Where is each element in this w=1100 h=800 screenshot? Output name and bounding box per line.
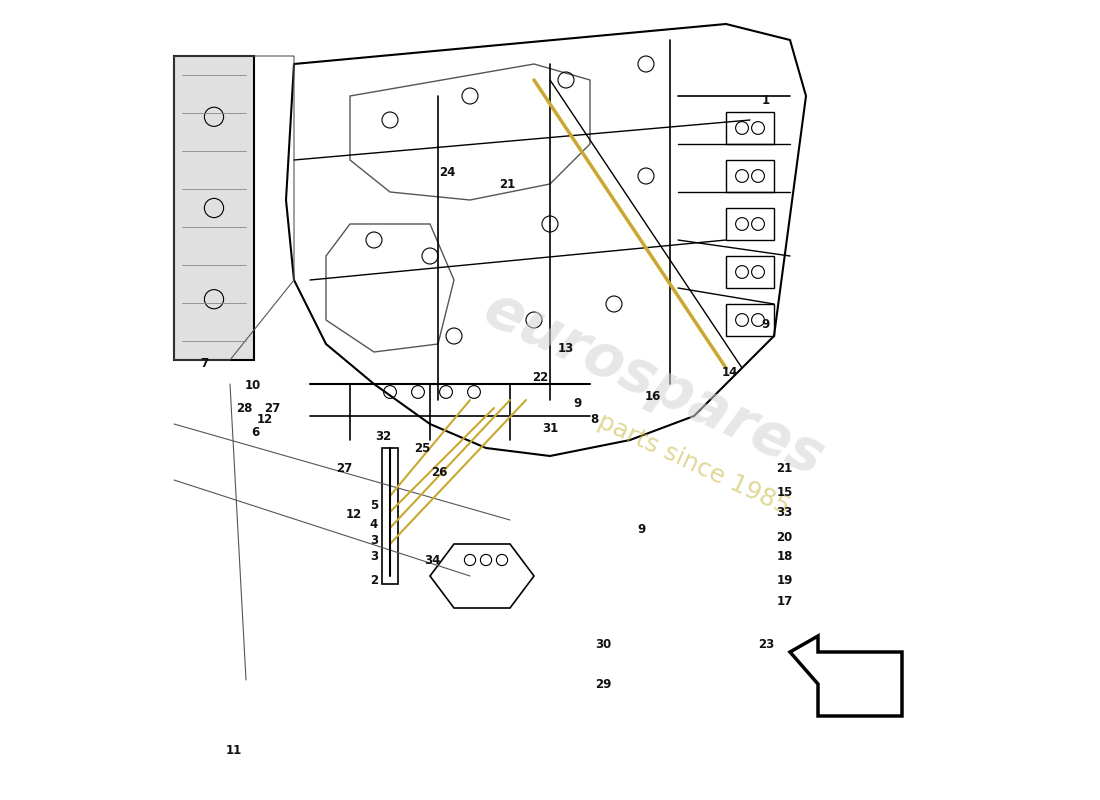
Polygon shape: [790, 636, 902, 716]
Text: 31: 31: [542, 422, 558, 434]
Bar: [726, 256, 774, 288]
Text: 34: 34: [425, 554, 441, 566]
Bar: [382, 448, 398, 584]
Bar: [726, 304, 774, 336]
Text: 17: 17: [777, 595, 792, 608]
Text: 21: 21: [499, 178, 516, 190]
Text: 26: 26: [431, 466, 448, 478]
Text: 3: 3: [370, 550, 378, 562]
Text: 5: 5: [370, 499, 378, 512]
Text: 30: 30: [595, 638, 612, 650]
Text: eurospares: eurospares: [475, 280, 834, 488]
Text: 15: 15: [777, 486, 793, 498]
Text: 19: 19: [777, 574, 793, 586]
Text: 7: 7: [200, 358, 209, 370]
Text: 10: 10: [244, 379, 261, 392]
Text: 3: 3: [370, 534, 378, 546]
Text: 33: 33: [777, 506, 792, 518]
Text: 9: 9: [638, 523, 646, 536]
Text: 29: 29: [595, 678, 612, 690]
Text: 20: 20: [777, 531, 792, 544]
Text: 24: 24: [439, 166, 455, 178]
Text: 16: 16: [645, 390, 661, 402]
Text: 8: 8: [590, 413, 598, 426]
Text: 1: 1: [762, 94, 770, 106]
Text: parts since 1985: parts since 1985: [594, 409, 794, 519]
Text: 2: 2: [370, 574, 378, 586]
Text: 22: 22: [532, 371, 549, 384]
Bar: [174, 56, 254, 360]
Text: 12: 12: [256, 413, 273, 426]
Text: 4: 4: [370, 518, 378, 530]
Text: 23: 23: [758, 638, 774, 650]
Text: 32: 32: [375, 430, 392, 442]
Text: 9: 9: [762, 318, 770, 330]
Text: 9: 9: [574, 397, 582, 410]
Text: 25: 25: [414, 442, 430, 454]
Text: 6: 6: [252, 426, 260, 438]
Text: 28: 28: [236, 402, 253, 414]
Text: 12: 12: [345, 508, 362, 521]
Bar: [726, 160, 774, 192]
Text: 21: 21: [777, 462, 792, 474]
Text: 27: 27: [337, 462, 352, 474]
Bar: [726, 208, 774, 240]
Text: 13: 13: [558, 342, 574, 354]
Bar: [726, 112, 774, 144]
Text: 14: 14: [722, 366, 738, 378]
Text: 27: 27: [264, 402, 280, 414]
Text: 11: 11: [226, 744, 242, 757]
Text: 18: 18: [777, 550, 793, 562]
